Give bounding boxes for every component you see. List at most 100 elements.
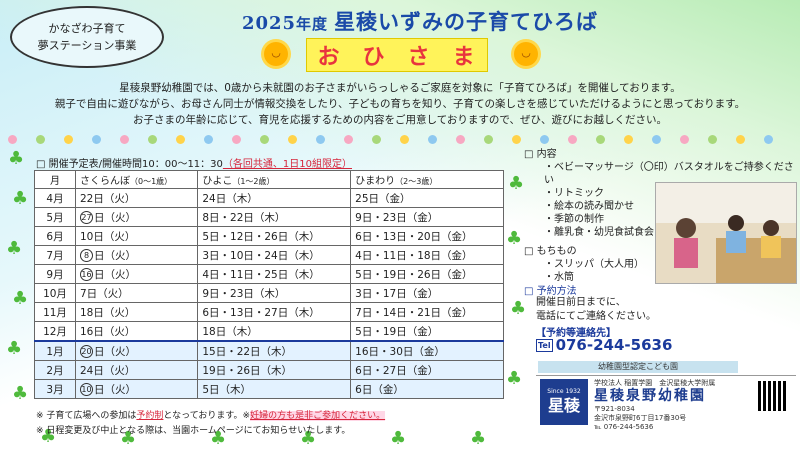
contact-label: 【予約等連絡先】 bbox=[536, 328, 616, 339]
clover-icon: ♣ bbox=[506, 368, 523, 389]
table-header-row: 月 さくらんぼ（0～1歳） ひよこ（1～2歳） ひまわり（2～3歳） bbox=[34, 170, 504, 189]
himawari-cell: 4日・11日・18日（金） bbox=[350, 245, 504, 265]
program-badge: かなざわ子育て 夢ステーション事業 bbox=[10, 6, 164, 68]
ohisama-char: ひ bbox=[362, 45, 387, 70]
badge-line2: 夢ステーション事業 bbox=[37, 39, 137, 52]
ohisama-char: ま bbox=[452, 45, 477, 70]
sakuranbo-cell: 27 日（火） bbox=[74, 207, 199, 227]
list-item: ベビーマッサージ（〇印）バスタオルをご持参ください bbox=[544, 161, 796, 187]
intro-line: 親子で自由に遊びながら、お母さん同士が情報交換をしたり、子どもの育ちを知り、子育… bbox=[54, 98, 746, 110]
hiyoko-cell: 6日・13日・27日（木） bbox=[197, 302, 352, 322]
ohisama-banner: お ひ さ ま bbox=[306, 38, 488, 72]
list-item: スリッパ（大人用） bbox=[544, 258, 796, 271]
title-main: 星稜いずみの子育てひろば bbox=[334, 9, 599, 34]
hiyoko-cell: 8日・22日（木） bbox=[197, 207, 352, 227]
table-row: 11月 18日（火） 6日・13日・27日（木） 7日・14日・21日（金） bbox=[34, 302, 504, 322]
circled-date: 20 bbox=[80, 345, 93, 358]
title-year: 2025 bbox=[241, 13, 297, 34]
table-row: 10月 7日（火） 9日・23日（木） 3日・17日（金） bbox=[34, 283, 504, 303]
table-row: 2月 24日（火） 19日・26日（木） 6日・27日（金） bbox=[34, 360, 504, 380]
month-cell: 1月 bbox=[34, 340, 76, 361]
tel-icon: Tel bbox=[536, 339, 553, 352]
himawari-cell: 6日（金） bbox=[350, 379, 504, 399]
belongings-section: □ もちもの スリッパ（大人用） 水筒 bbox=[524, 245, 796, 284]
header-hiyoko: ひよこ（1～2歳） bbox=[197, 170, 352, 189]
table-row: 6月 10日（火） 5日・12日・26日（木） 6日・13日・20日（金） bbox=[34, 226, 504, 246]
reservation-body: 開催日前日までに、 電話にてご連絡ください。 bbox=[536, 297, 656, 322]
hiyoko-cell: 3日・10日・24日（木） bbox=[197, 245, 352, 265]
sakuranbo-cell: 24日（火） bbox=[74, 360, 199, 380]
himawari-cell: 7日・14日・21日（金） bbox=[350, 302, 504, 322]
clover-icon: ♣ bbox=[6, 238, 23, 259]
himawari-cell: 5日・19日（金） bbox=[350, 321, 504, 342]
month-cell: 3月 bbox=[34, 379, 76, 399]
month-cell: 12月 bbox=[34, 321, 76, 342]
table-row: 12月 16日（火） 18日（木） 5日・19日（金） bbox=[34, 321, 504, 342]
sun-icon: ◡ bbox=[514, 42, 538, 66]
month-cell: 11月 bbox=[34, 302, 76, 322]
himawari-cell: 3日・17日（金） bbox=[350, 283, 504, 303]
header-himawari: ひまわり（2～3歳） bbox=[350, 170, 504, 189]
school-info: 学校法人 稲置学園 金沢星稜大学附属 星稜泉野幼稚園 〒921-8034 金沢市… bbox=[594, 379, 716, 431]
table-row: 7月 8 日（火） 3日・10日・24日（木） 4日・11日・18日（金） bbox=[34, 245, 504, 265]
list-item: 離乳食・幼児食試食会 bbox=[544, 226, 796, 239]
month-cell: 9月 bbox=[34, 264, 76, 284]
header-sakuranbo: さくらんぼ（0～1歳） bbox=[74, 170, 199, 189]
schedule-heading-text: □ 開催予定表/開催時間10：00～11：30 bbox=[36, 159, 223, 170]
schedule-heading-note: （各回共通、1日10組限定） bbox=[222, 159, 352, 170]
intro-line: 星稜泉野幼稚園では、0歳から未就園のお子さまがいらっしゃるご家庭を対象に「子育て… bbox=[119, 82, 681, 94]
sakuranbo-cell: 8 日（火） bbox=[74, 245, 199, 265]
sakuranbo-cell: 10日（火） bbox=[74, 226, 199, 246]
content-section: □ 内容 ベビーマッサージ（〇印）バスタオルをご持参ください リトミック 絵本の… bbox=[524, 148, 796, 239]
hiyoko-cell: 18日（木） bbox=[197, 321, 352, 342]
month-cell: 5月 bbox=[34, 207, 76, 227]
month-cell: 2月 bbox=[34, 360, 76, 380]
circled-date: 8 bbox=[80, 249, 93, 262]
sakuranbo-cell: 7日（火） bbox=[74, 283, 199, 303]
intro-text: 星稜泉野幼稚園では、0歳から未就園のお子さまがいらっしゃるご家庭を対象に「子育て… bbox=[0, 80, 800, 128]
table-row: 4月 22日（火） 24日（木） 25日（金） bbox=[34, 188, 504, 208]
table-row: 3月 10 日（火） 5日（木） 6日（金） bbox=[34, 379, 504, 399]
hiyoko-cell: 19日・26日（木） bbox=[197, 360, 352, 380]
clover-icon: ♣ bbox=[12, 383, 29, 404]
hiyoko-cell: 24日（木） bbox=[197, 188, 352, 208]
sakuranbo-cell: 18日（火） bbox=[74, 302, 199, 322]
phone-number[interactable]: Tel 076-244-5636 bbox=[536, 336, 673, 354]
himawari-cell: 6日・27日（金） bbox=[350, 360, 504, 380]
himawari-cell: 9日・23日（金） bbox=[350, 207, 504, 227]
clover-icon: ♣ bbox=[40, 426, 57, 447]
header-month: 月 bbox=[34, 170, 76, 189]
clover-icon: ♣ bbox=[6, 338, 23, 359]
ohisama-char: お bbox=[317, 45, 342, 70]
clover-icon: ♣ bbox=[390, 428, 407, 449]
himawari-cell: 16日・30日（金） bbox=[350, 340, 504, 361]
hiyoko-cell: 5日（木） bbox=[197, 379, 352, 399]
certification-label: 幼稚園型認定こども園 bbox=[538, 361, 738, 373]
list-item: リトミック bbox=[544, 187, 796, 200]
sun-icon: ◡ bbox=[264, 42, 288, 66]
title-nendo: 年度 bbox=[296, 15, 329, 33]
himawari-cell: 5日・19日・26日（金） bbox=[350, 264, 504, 284]
table-row: 5月 27 日（火） 8日・22日（木） 9日・23日（金） bbox=[34, 207, 504, 227]
list-item: 水筒 bbox=[544, 271, 796, 284]
belongings-title: □ もちもの bbox=[524, 246, 577, 257]
reservation-title: □ 予約方法 bbox=[524, 286, 577, 297]
classroom-photo bbox=[655, 182, 797, 284]
month-cell: 4月 bbox=[34, 188, 76, 208]
sakuranbo-cell: 16日（火） bbox=[74, 321, 199, 342]
qr-code-icon[interactable] bbox=[758, 381, 788, 411]
clover-icon: ♣ bbox=[506, 228, 523, 249]
list-item: 季節の制作 bbox=[544, 213, 796, 226]
content-title: □ 内容 bbox=[524, 149, 557, 160]
clover-icon: ♣ bbox=[120, 428, 137, 449]
decorative-dot-row bbox=[8, 135, 792, 145]
clover-icon: ♣ bbox=[510, 298, 527, 319]
himawari-cell: 6日・13日・20日（金） bbox=[350, 226, 504, 246]
info-panel: □ 内容 ベビーマッサージ（〇印）バスタオルをご持参ください リトミック 絵本の… bbox=[524, 148, 796, 286]
footnote-schedule-change: ※ 日程変更及び中止となる際は、当園ホームページにてお知らせいたします。 bbox=[36, 426, 351, 436]
clover-icon: ♣ bbox=[8, 148, 25, 169]
schedule-table: 月 さくらんぼ（0～1歳） ひよこ（1～2歳） ひまわり（2～3歳） 4月 22日… bbox=[34, 170, 504, 399]
clover-icon: ♣ bbox=[470, 428, 487, 449]
